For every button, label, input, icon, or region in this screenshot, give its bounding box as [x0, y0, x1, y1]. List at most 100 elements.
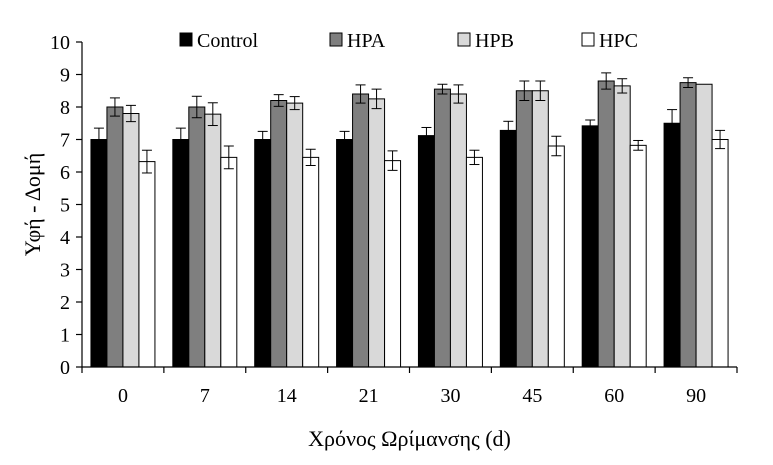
bar-hpb-7: [204, 113, 222, 368]
error-bar: [551, 135, 562, 157]
bar-hpc-30: [465, 156, 483, 368]
error-bar: [125, 104, 136, 123]
bars-layer: [90, 80, 729, 368]
error-bar: [667, 109, 678, 138]
x-tick-label: 60: [604, 385, 624, 407]
bar-hpa-14: [270, 100, 288, 368]
bar-hpb-14: [286, 102, 304, 368]
error-bar: [535, 80, 546, 101]
error-bar: [633, 139, 644, 151]
y-tick-label: 10: [50, 32, 70, 54]
error-bar: [93, 127, 104, 152]
bar-control-0: [90, 139, 108, 368]
x-tick-label: 7: [200, 385, 210, 407]
legend-swatch: [457, 32, 471, 47]
y-tick-label: 4: [60, 227, 70, 249]
error-bar: [339, 130, 350, 149]
error-bar: [601, 72, 612, 90]
error-bar: [421, 126, 432, 145]
bar-hpa-60: [597, 80, 615, 368]
bar-hpb-60: [613, 85, 631, 368]
error-bar: [503, 120, 514, 140]
bar-hpb-30: [449, 93, 467, 368]
error-bars-layer: [93, 72, 726, 174]
bar-hpc-14: [302, 156, 320, 368]
bar-control-30: [417, 135, 435, 368]
y-tick-label: 6: [60, 162, 70, 184]
x-tick-label: 14: [277, 385, 297, 407]
legend-item-control: Control: [179, 30, 259, 52]
legend: Control HPA HPB HPC: [179, 30, 638, 52]
y-axis-title: Υφή - Δομή: [20, 153, 45, 256]
x-axis-title: Χρόνος Ωρίμανσης (d): [308, 426, 511, 451]
bar-hpa-90: [679, 82, 697, 368]
error-bar: [175, 127, 186, 152]
bar-hpa-21: [352, 93, 370, 368]
y-tick-label: 7: [60, 130, 70, 152]
legend-label: HPC: [599, 30, 638, 52]
legend-label: Control: [197, 30, 259, 52]
legend-item-hpa: HPA: [329, 30, 386, 52]
error-bar: [469, 149, 480, 166]
x-ticks: 0 7 14 21 30 45 60 90: [81, 367, 738, 407]
y-tick-label: 5: [60, 195, 70, 217]
x-tick-label: 90: [686, 385, 706, 407]
bar-hpb-45: [531, 90, 549, 368]
error-bar: [191, 95, 202, 119]
legend-label: HPA: [347, 30, 386, 52]
error-bar: [519, 80, 530, 101]
y-tick-label: 9: [60, 65, 70, 87]
error-bar: [257, 130, 268, 149]
y-tick-label: 3: [60, 260, 70, 282]
error-bar: [305, 148, 316, 166]
legend-item-hpc: HPC: [581, 30, 638, 52]
error-bar: [585, 119, 596, 133]
error-bar: [207, 102, 218, 127]
bar-hpc-45: [547, 145, 565, 368]
bar-control-21: [336, 139, 354, 368]
bar-control-14: [254, 139, 272, 368]
error-bar: [453, 84, 464, 104]
error-bar: [371, 88, 382, 110]
x-tick-label: 21: [359, 385, 379, 407]
bar-control-60: [581, 125, 599, 368]
legend-swatch: [329, 32, 343, 47]
bar-hpa-30: [433, 88, 451, 368]
error-bar: [273, 94, 284, 107]
y-tick-label: 8: [60, 97, 70, 119]
bar-control-90: [663, 122, 681, 368]
legend-item-hpb: HPB: [457, 30, 514, 52]
bar-hpa-7: [188, 106, 206, 368]
bar-hpa-45: [515, 90, 533, 368]
error-bar: [387, 150, 398, 171]
x-tick-label: 30: [440, 385, 460, 407]
bar-hpc-90: [711, 139, 729, 368]
bar-hpa-0: [106, 106, 124, 368]
legend-label: HPB: [475, 30, 514, 52]
legend-swatch: [179, 32, 193, 47]
bar-hpb-21: [368, 98, 386, 368]
error-bar: [141, 149, 152, 174]
error-bar: [109, 97, 120, 117]
y-tick-label: 1: [60, 325, 70, 347]
error-bar: [683, 77, 694, 88]
legend-swatch: [581, 32, 595, 47]
bar-hpc-0: [138, 161, 156, 368]
bar-control-7: [172, 139, 190, 368]
error-bar: [715, 129, 726, 150]
x-tick-label: 45: [522, 385, 542, 407]
bar-hpc-21: [384, 160, 402, 368]
x-tick-label: 0: [118, 385, 128, 407]
y-tick-label: 2: [60, 292, 70, 314]
y-ticks: 0 1 2 3 4 5 6 7 8 9 10: [50, 32, 82, 379]
error-bar: [223, 145, 234, 170]
error-bar: [289, 96, 300, 111]
error-bar: [355, 84, 366, 104]
bar-control-45: [499, 129, 517, 368]
bar-hpb-90: [695, 83, 713, 368]
bar-hpb-0: [122, 113, 140, 368]
error-bar: [617, 78, 628, 94]
y-tick-label: 0: [60, 357, 70, 379]
